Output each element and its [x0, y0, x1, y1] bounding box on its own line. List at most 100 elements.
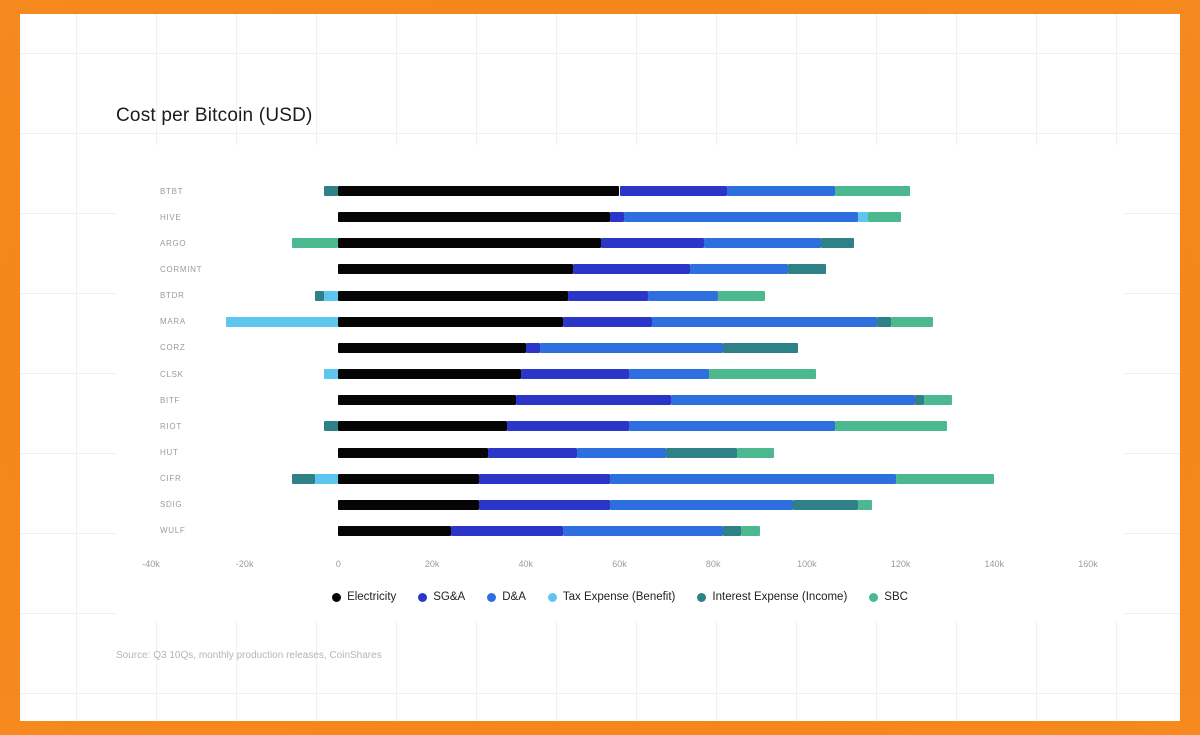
chart-title: Cost per Bitcoin (USD) — [116, 105, 313, 126]
bar-segment-bitf-sg-a — [516, 395, 672, 406]
bar-segment-cifr-sbc — [895, 473, 995, 484]
bar-segment-btbt-electricity — [338, 186, 620, 196]
bar-segment-cifr-d-a — [610, 473, 896, 484]
bar-segment-wulf-sg-a — [450, 525, 564, 536]
x-tick-label-40k: 40k — [518, 559, 534, 569]
bar-segment-btdr-electricity — [338, 290, 568, 301]
bar-segment-corz-sg-a — [525, 342, 540, 353]
bar-segment-mara-sg-a — [563, 316, 653, 327]
bar-segment-btbt-sbc — [835, 186, 910, 196]
x-tick-label-40k: -40k — [142, 559, 160, 569]
bar-segment-sdig-d-a — [610, 499, 793, 510]
bar-segment-btbt-d-a — [727, 186, 835, 196]
bar-segment-hive-d-a — [624, 212, 859, 223]
legend-item-sbc: SBC — [869, 591, 908, 603]
x-tick-label-140k: 140k — [984, 559, 1005, 569]
bar-segment-corz-d-a — [539, 342, 723, 353]
category-label-hive: HIVE — [160, 212, 182, 222]
bar-segment-argo-d-a — [703, 238, 821, 249]
bar-segment-cifr-electricity — [338, 473, 479, 484]
x-tick-label-60k: 60k — [612, 559, 627, 569]
legend-swatch-electricity — [332, 592, 342, 602]
category-label-clsk: CLSK — [160, 369, 184, 379]
bar-segment-hive-electricity — [338, 212, 611, 223]
bar-segment-argo-interest-expense-income — [820, 238, 854, 249]
bar-segment-argo-sg-a — [600, 238, 704, 249]
source-note: Source: Q3 10Qs, monthly production rele… — [116, 650, 382, 661]
bar-segment-riot-sg-a — [507, 421, 629, 432]
bar-segment-hive-tax-expense-benefit — [858, 212, 868, 223]
bar-segment-hive-sbc — [867, 212, 901, 223]
bar-segment-cifr-tax-expense-benefit — [314, 473, 339, 484]
bar-segment-corz-electricity — [338, 342, 526, 353]
legend-label-d-a: D&A — [502, 591, 526, 603]
legend-swatch-tax-expense-benefit — [547, 592, 557, 602]
bar-segment-btdr-interest-expense-income — [314, 290, 325, 301]
bar-segment-mara-sbc — [891, 316, 934, 327]
bar-segment-hive-sg-a — [610, 212, 625, 223]
bar-segment-cormint-d-a — [689, 264, 789, 275]
legend-swatch-interest-expense-income — [697, 592, 707, 602]
bar-segment-clsk-sg-a — [521, 369, 629, 380]
bar-segment-hut-sbc — [736, 447, 775, 458]
bar-segment-hut-sg-a — [488, 447, 578, 458]
bar-segment-bitf-interest-expense-income — [914, 395, 924, 406]
category-label-riot: RIOT — [160, 421, 182, 431]
legend-item-interest-expense-income: Interest Expense (Income) — [697, 591, 847, 603]
bar-segment-bitf-d-a — [671, 395, 915, 406]
bar-segment-clsk-tax-expense-benefit — [324, 369, 339, 380]
bar-segment-wulf-electricity — [338, 525, 451, 536]
bar-segment-clsk-d-a — [628, 369, 709, 380]
bar-segment-btdr-sbc — [717, 290, 765, 301]
x-tick-label-0: 0 — [335, 559, 341, 569]
bar-segment-btdr-tax-expense-benefit — [324, 290, 339, 301]
legend-label-sbc: SBC — [884, 591, 908, 603]
category-label-mara: MARA — [160, 317, 186, 327]
bar-segment-riot-electricity — [338, 421, 508, 432]
legend-item-sg-a: SG&A — [418, 591, 465, 603]
bar-segment-clsk-sbc — [708, 369, 817, 380]
legend-label-tax-expense-benefit: Tax Expense (Benefit) — [562, 591, 676, 603]
bar-segment-mara-interest-expense-income — [877, 316, 892, 327]
legend-item-tax-expense-benefit: Tax Expense (Benefit) — [547, 591, 676, 603]
bar-segment-riot-d-a — [628, 421, 835, 432]
legend-item-electricity: Electricity — [332, 591, 396, 603]
category-label-btdr: BTDR — [160, 291, 185, 301]
category-label-sdig: SDIG — [160, 500, 183, 510]
category-label-corz: CORZ — [160, 343, 186, 353]
x-tick-label-160k: 160k — [1078, 559, 1098, 569]
bar-segment-mara-electricity — [338, 316, 564, 327]
x-tick-label-120k: 120k — [890, 559, 911, 569]
bar-segment-sdig-electricity — [338, 499, 479, 510]
bar-segment-corz-interest-expense-income — [722, 342, 798, 353]
category-label-btbt: BTBT — [160, 186, 184, 196]
x-tick-label-100k: 100k — [797, 559, 817, 569]
legend-label-interest-expense-income: Interest Expense (Income) — [712, 591, 848, 603]
legend-swatch-sg-a — [418, 592, 428, 602]
bar-segment-riot-sbc — [835, 421, 948, 432]
x-tick-label-20k: -20k — [235, 559, 254, 569]
bar-segment-argo-sbc — [291, 238, 339, 249]
category-label-bitf: BITF — [160, 395, 181, 405]
bar-segment-mara-d-a — [652, 316, 878, 327]
legend-swatch-sbc — [869, 592, 879, 602]
legend-swatch-d-a — [487, 592, 497, 602]
bar-segment-sdig-sbc — [858, 499, 873, 510]
bar-segment-wulf-d-a — [563, 525, 723, 536]
bar-segment-bitf-sbc — [924, 395, 953, 406]
bar-segment-wulf-interest-expense-income — [722, 525, 742, 536]
bar-segment-cifr-sg-a — [478, 473, 611, 484]
bar-segment-mara-tax-expense-benefit — [225, 316, 339, 327]
bar-segment-cifr-interest-expense-income — [291, 473, 315, 484]
bar-segment-btbt-interest-expense-income — [324, 186, 339, 196]
x-tick-label-80k: 80k — [705, 559, 721, 569]
x-tick-label-20k: 20k — [424, 559, 440, 569]
bar-segment-riot-interest-expense-income — [324, 421, 339, 432]
content-panel: Cost per Bitcoin (USD) Electricity SG&A D&… — [20, 14, 1180, 721]
bar-segment-btdr-sg-a — [567, 290, 648, 301]
legend-label-sg-a: SG&A — [433, 591, 466, 603]
bar-segment-wulf-sbc — [741, 525, 761, 536]
bar-segment-clsk-electricity — [338, 369, 522, 380]
bar-segment-btdr-d-a — [647, 290, 718, 301]
legend-label-electricity: Electricity — [347, 591, 397, 603]
